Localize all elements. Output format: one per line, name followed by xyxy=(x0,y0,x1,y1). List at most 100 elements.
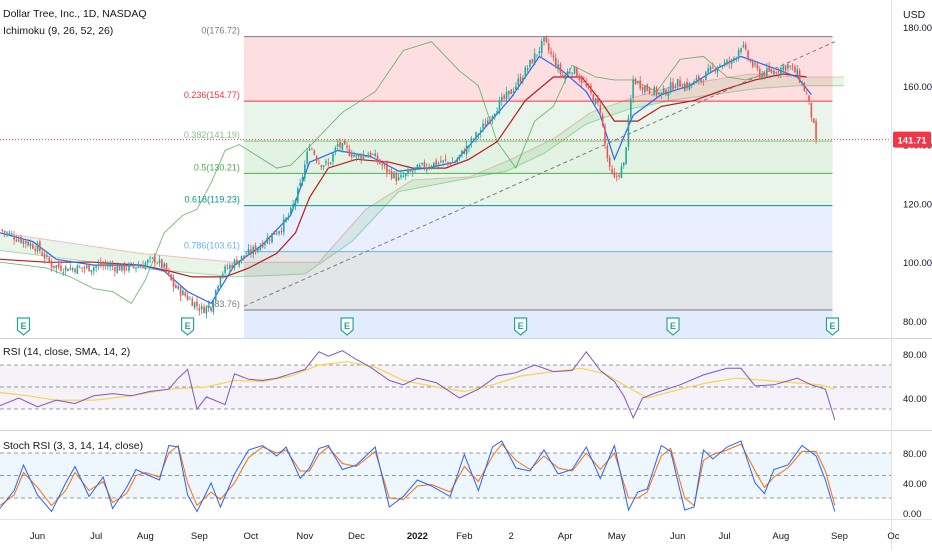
candle-body[interactable] xyxy=(170,274,172,281)
candle-body[interactable] xyxy=(322,165,325,167)
candle-body[interactable] xyxy=(357,154,360,157)
candle-body[interactable] xyxy=(156,263,158,265)
candle-body[interactable] xyxy=(768,66,770,71)
candle-body[interactable] xyxy=(590,85,592,93)
trend-line[interactable] xyxy=(243,41,836,307)
candle-body[interactable] xyxy=(632,79,634,98)
candle-body[interactable] xyxy=(301,176,304,182)
candle-body[interactable] xyxy=(172,278,175,287)
candle-body[interactable] xyxy=(109,264,112,267)
candle-body[interactable] xyxy=(53,265,55,268)
candle-body[interactable] xyxy=(95,265,97,268)
candle-body[interactable] xyxy=(463,151,466,154)
candle-body[interactable] xyxy=(153,256,156,263)
candle-body[interactable] xyxy=(690,84,693,86)
candle-body[interactable] xyxy=(125,268,128,270)
candle-body[interactable] xyxy=(111,265,114,267)
earnings-marker[interactable] xyxy=(825,317,840,336)
candle-body[interactable] xyxy=(578,75,581,80)
candle-body[interactable] xyxy=(285,217,287,222)
candle-body[interactable] xyxy=(123,263,126,271)
candle-body[interactable] xyxy=(489,120,491,122)
candle-body[interactable] xyxy=(747,50,749,59)
candle-body[interactable] xyxy=(789,66,792,67)
candle-body[interactable] xyxy=(71,268,74,270)
candle-body[interactable] xyxy=(646,84,649,91)
candle-body[interactable] xyxy=(395,173,398,182)
candle-body[interactable] xyxy=(683,84,686,91)
candle-body[interactable] xyxy=(311,149,313,150)
candle-body[interactable] xyxy=(477,134,480,136)
candle-body[interactable] xyxy=(76,265,79,274)
candle-body[interactable] xyxy=(620,166,623,178)
candle-body[interactable] xyxy=(1,229,4,232)
rsi-line[interactable] xyxy=(0,350,836,421)
candle-body[interactable] xyxy=(585,82,588,86)
candle-body[interactable] xyxy=(226,267,229,269)
candle-body[interactable] xyxy=(437,162,440,165)
candle-body[interactable] xyxy=(660,92,663,95)
candle-body[interactable] xyxy=(733,57,735,60)
candle-body[interactable] xyxy=(315,156,318,162)
candle-body[interactable] xyxy=(388,170,391,171)
candle-body[interactable] xyxy=(48,257,51,262)
candle-body[interactable] xyxy=(728,60,731,64)
candle-body[interactable] xyxy=(252,246,255,255)
candle-body[interactable] xyxy=(698,76,700,82)
candle-body[interactable] xyxy=(32,244,34,249)
candle-body[interactable] xyxy=(672,82,674,90)
candle-body[interactable] xyxy=(402,176,405,178)
candle-body[interactable] xyxy=(744,44,747,49)
candle-body[interactable] xyxy=(243,255,245,257)
candle-body[interactable] xyxy=(3,231,6,233)
candle-body[interactable] xyxy=(343,140,346,145)
candle-body[interactable] xyxy=(268,239,271,241)
candle-body[interactable] xyxy=(175,285,177,289)
candle-body[interactable] xyxy=(334,147,337,152)
candle-body[interactable] xyxy=(245,255,248,257)
earnings-marker[interactable] xyxy=(666,317,680,336)
candle-body[interactable] xyxy=(332,153,334,162)
candle-body[interactable] xyxy=(397,177,400,181)
candle-body[interactable] xyxy=(737,50,740,58)
candle-body[interactable] xyxy=(798,70,801,83)
candle-body[interactable] xyxy=(447,161,449,163)
candle-body[interactable] xyxy=(686,82,688,89)
candle-body[interactable] xyxy=(325,161,327,164)
candle-body[interactable] xyxy=(386,163,388,173)
candle-body[interactable] xyxy=(566,71,569,74)
candle-body[interactable] xyxy=(491,116,494,120)
candle-body[interactable] xyxy=(702,81,705,83)
candle-body[interactable] xyxy=(146,260,149,263)
candle-body[interactable] xyxy=(667,91,670,96)
candle-body[interactable] xyxy=(278,231,280,234)
candle-body[interactable] xyxy=(751,62,754,67)
candle-body[interactable] xyxy=(365,156,367,157)
candle-body[interactable] xyxy=(442,160,445,162)
candle-body[interactable] xyxy=(803,83,806,92)
candle-body[interactable] xyxy=(381,164,384,166)
candle-body[interactable] xyxy=(196,301,198,306)
candle-body[interactable] xyxy=(538,51,541,54)
candle-body[interactable] xyxy=(336,143,339,147)
candle-body[interactable] xyxy=(142,264,144,268)
candle-body[interactable] xyxy=(350,154,353,158)
candle-body[interactable] xyxy=(810,102,813,118)
candle-body[interactable] xyxy=(761,73,763,79)
candle-body[interactable] xyxy=(376,155,379,162)
candle-body[interactable] xyxy=(193,302,196,308)
candle-body[interactable] xyxy=(562,75,564,77)
candle-body[interactable] xyxy=(791,65,794,67)
candle-body[interactable] xyxy=(50,262,53,268)
candle-body[interactable] xyxy=(766,68,768,77)
candle-body[interactable] xyxy=(503,95,505,99)
candle-body[interactable] xyxy=(144,262,147,269)
candle-body[interactable] xyxy=(93,267,95,271)
candle-body[interactable] xyxy=(118,265,121,271)
candle-body[interactable] xyxy=(411,171,414,172)
candle-body[interactable] xyxy=(236,259,238,265)
candle-body[interactable] xyxy=(557,64,559,69)
candle-body[interactable] xyxy=(754,63,756,65)
candle-body[interactable] xyxy=(723,62,726,66)
